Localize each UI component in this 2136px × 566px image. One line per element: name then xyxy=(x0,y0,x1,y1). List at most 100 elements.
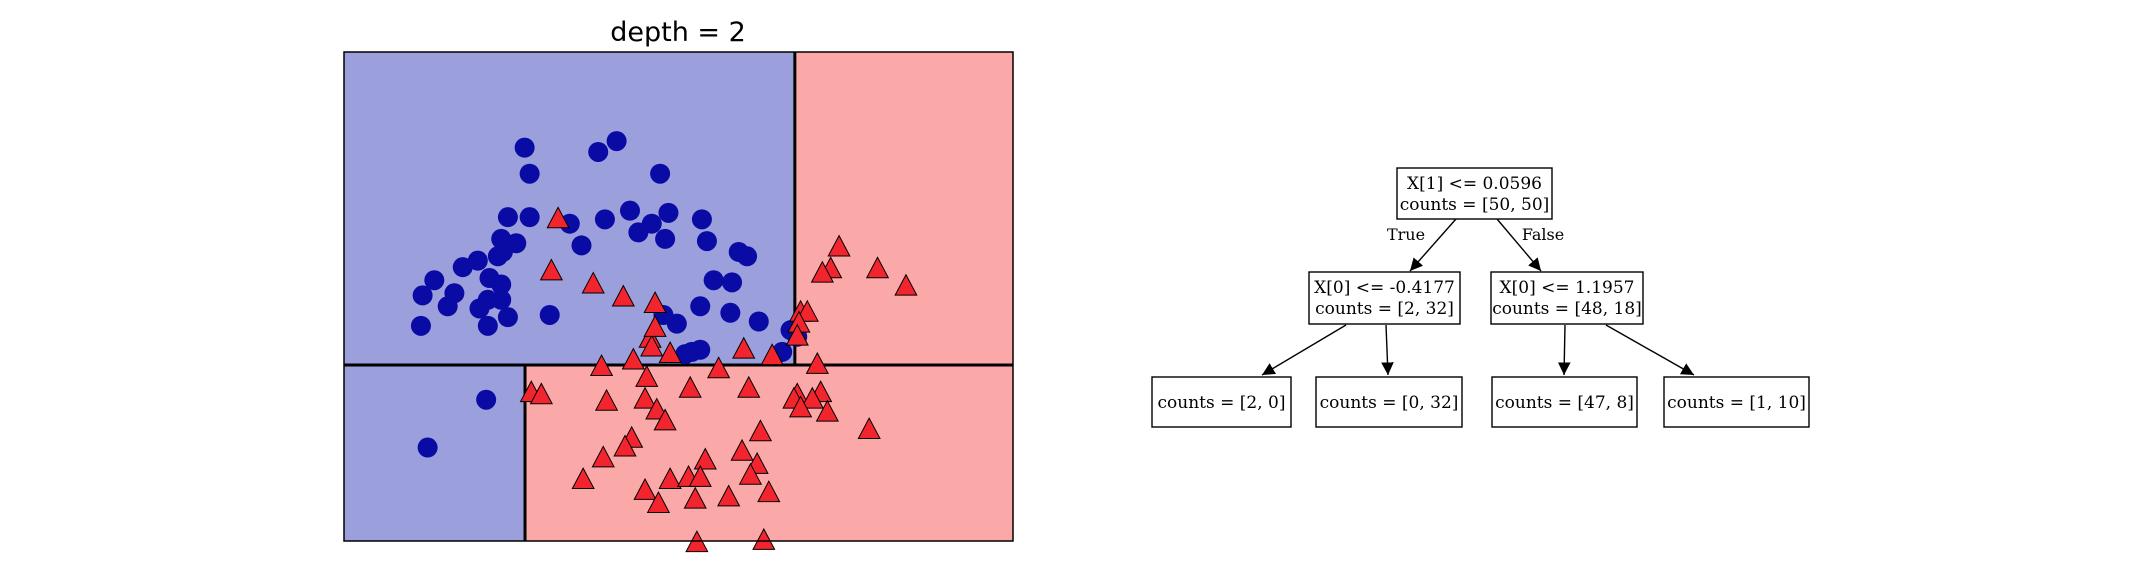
point-class0-24 xyxy=(492,241,513,262)
point-class0-42 xyxy=(722,272,743,293)
point-class1-42 xyxy=(591,445,615,468)
tree-node-root: X[1] <= 0.0596 counts = [50, 50] xyxy=(1396,167,1553,220)
edge-label-false: False xyxy=(1522,225,1564,244)
point-class1-19 xyxy=(589,354,614,377)
point-class1-56 xyxy=(646,490,671,513)
point-class1-8 xyxy=(827,234,851,257)
point-class1-43 xyxy=(571,467,595,490)
data-points xyxy=(410,131,918,553)
point-class0-9 xyxy=(559,213,580,234)
point-class1-16 xyxy=(785,323,809,346)
point-class1-30 xyxy=(633,386,657,409)
point-class1-26 xyxy=(737,375,761,398)
edge-right-leaf-rr xyxy=(1605,324,1695,376)
point-class0-23 xyxy=(452,257,473,278)
node-right-counts: counts = [48, 18] xyxy=(1492,299,1642,319)
decision-regions xyxy=(344,52,1013,541)
tree-leaf-rr: counts = [1, 10] xyxy=(1663,376,1810,428)
edge-root-right xyxy=(1496,218,1542,272)
point-class0-25 xyxy=(424,270,445,291)
edge-root-left xyxy=(1409,218,1457,272)
point-class1-45 xyxy=(748,419,773,442)
tree-leaf-ll: counts = [2, 0] xyxy=(1151,376,1292,428)
point-class1-3 xyxy=(611,284,635,307)
point-class1-41 xyxy=(613,434,637,457)
point-class1-53 xyxy=(683,486,707,509)
point-class0-51 xyxy=(476,389,497,410)
point-class1-32 xyxy=(653,408,677,431)
point-class1-9 xyxy=(865,256,890,279)
node-left-condition: X[0] <= -0.4177 xyxy=(1314,278,1455,298)
point-class1-49 xyxy=(633,477,657,500)
point-class0-0 xyxy=(514,137,535,158)
leaf-ll-counts: counts = [2, 0] xyxy=(1158,393,1286,413)
tree-node-left: X[0] <= -0.4177 counts = [2, 32] xyxy=(1308,271,1461,325)
point-class0-10 xyxy=(571,235,592,256)
point-class1-54 xyxy=(717,484,741,507)
tree-node-right: X[0] <= 1.1957 counts = [48, 18] xyxy=(1490,271,1644,325)
point-class0-37 xyxy=(477,315,498,336)
point-class1-31 xyxy=(645,397,669,420)
point-class1-37 xyxy=(788,395,813,418)
point-class0-35 xyxy=(539,304,560,325)
point-class0-20 xyxy=(737,246,758,267)
point-class0-32 xyxy=(469,298,490,319)
point-class1-39 xyxy=(857,417,881,440)
node-root-condition: X[1] <= 0.0596 xyxy=(1407,174,1542,194)
point-class1-14 xyxy=(795,299,819,322)
point-class1-12 xyxy=(810,260,834,283)
point-class1-18 xyxy=(805,351,829,374)
point-class1-50 xyxy=(658,467,682,490)
point-class1-29 xyxy=(594,388,619,411)
point-class1-24 xyxy=(635,364,659,387)
region-3 xyxy=(525,365,1013,541)
point-class1-44 xyxy=(693,447,717,470)
point-class1-46 xyxy=(730,438,754,461)
point-class0-26 xyxy=(412,285,433,306)
plot-title: depth = 2 xyxy=(610,17,746,48)
point-class1-36 xyxy=(800,386,824,409)
point-class0-3 xyxy=(606,131,627,152)
point-class0-15 xyxy=(655,228,676,249)
point-class0-2 xyxy=(588,141,609,162)
point-class1-58 xyxy=(752,527,776,550)
region-1 xyxy=(794,52,1013,366)
point-class1-1 xyxy=(539,258,564,281)
point-class0-4 xyxy=(650,163,671,184)
point-class1-20 xyxy=(707,356,731,379)
leaf-lr-counts: counts = [0, 32] xyxy=(1320,393,1459,413)
point-class0-39 xyxy=(666,313,687,334)
point-class0-17 xyxy=(696,231,717,252)
point-class1-0 xyxy=(546,206,570,229)
edge-right-leaf-rl xyxy=(1557,324,1571,376)
point-class0-18 xyxy=(691,209,712,230)
point-class0-40 xyxy=(690,296,711,317)
point-class1-48 xyxy=(738,462,763,485)
tree-leaf-rl: counts = [47, 8] xyxy=(1491,376,1638,428)
point-class1-25 xyxy=(678,375,702,398)
point-class1-17 xyxy=(760,343,784,366)
decision-boundary-plot: depth = 2 xyxy=(343,17,1014,553)
point-class0-36 xyxy=(410,315,431,336)
node-root-counts: counts = [50, 50] xyxy=(1400,195,1550,215)
point-class0-14 xyxy=(641,213,662,234)
point-class0-22 xyxy=(467,250,488,271)
point-class0-33 xyxy=(437,296,458,317)
point-class0-44 xyxy=(748,311,769,332)
point-class0-52 xyxy=(417,437,438,458)
plot-frame xyxy=(343,51,1014,542)
region-0 xyxy=(344,52,795,366)
point-class1-2 xyxy=(581,271,605,294)
point-class1-7 xyxy=(643,314,667,337)
decision-tree: True False X[1] <= 0.0596 counts = [50, … xyxy=(1151,167,1810,428)
point-class0-16 xyxy=(658,202,679,223)
point-class1-11 xyxy=(894,273,918,296)
point-class1-6 xyxy=(640,334,664,357)
tree-leaf-lr: counts = [0, 32] xyxy=(1315,376,1463,428)
point-class1-28 xyxy=(529,382,553,405)
point-class1-21 xyxy=(732,336,756,359)
point-class0-47 xyxy=(690,339,711,360)
edge-label-true: True xyxy=(1387,225,1425,244)
point-class0-31 xyxy=(491,289,512,310)
point-class0-43 xyxy=(720,302,741,323)
